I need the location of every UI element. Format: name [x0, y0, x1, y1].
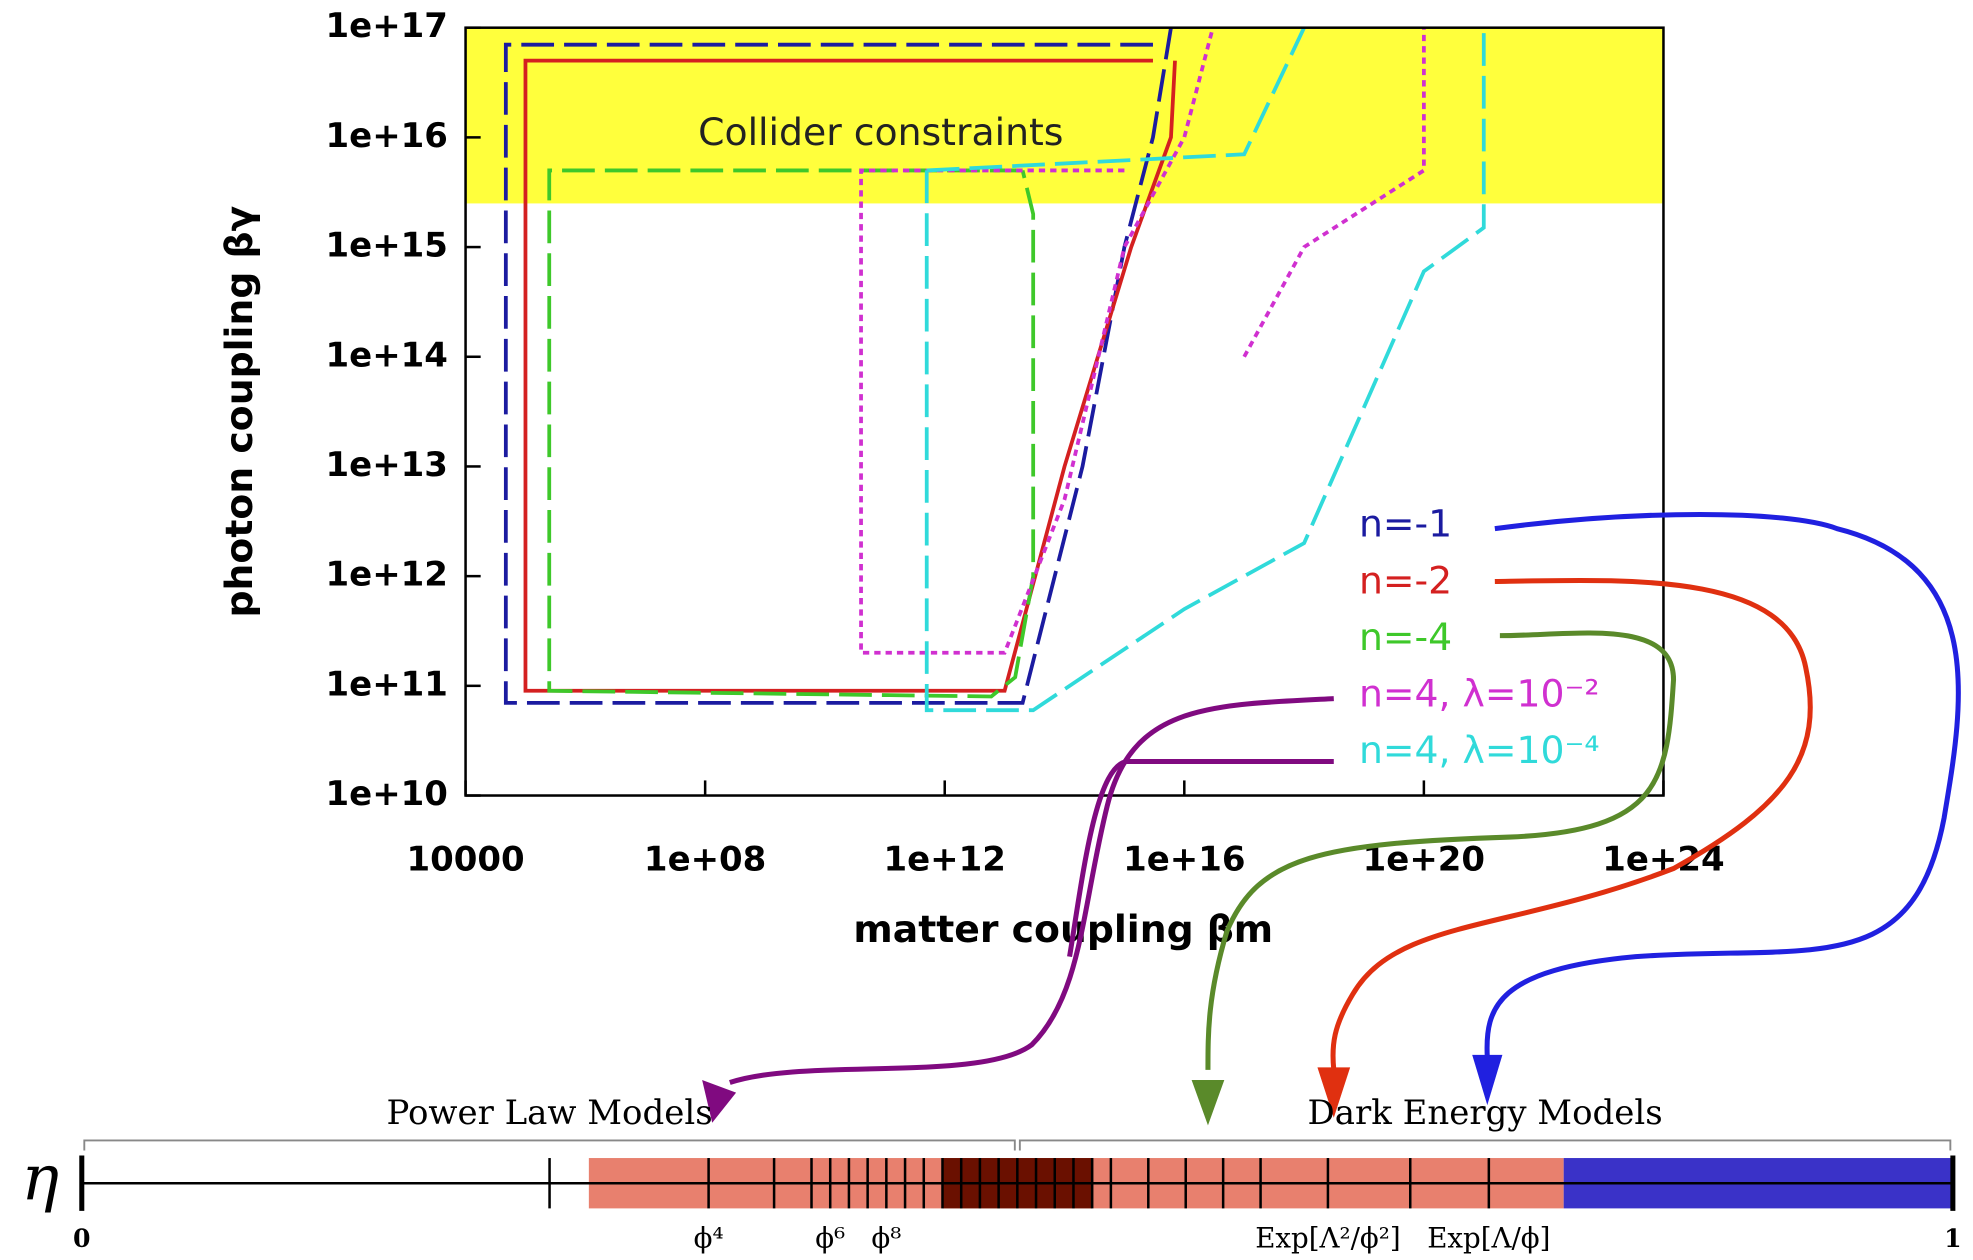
legend-label: n=4, λ=10⁻²: [1359, 672, 1600, 716]
y-tick-label: 1e+13: [326, 445, 448, 485]
x-tick-label: 10000: [406, 839, 524, 879]
arrow-head: [1472, 1054, 1503, 1106]
y-axis-label: photon coupling βγ: [217, 205, 261, 617]
eta-scale: Power Law Models Dark Energy Models ϕ⁴ ϕ⁶ ϕ⁸…: [21, 1093, 1961, 1254]
x-tick-label: 1e+08: [644, 839, 766, 879]
y-tick-label: 1e+14: [326, 335, 448, 375]
y-tick-label: 1e+10: [326, 774, 448, 814]
legend-label: n=-2: [1359, 558, 1452, 602]
eta-mark-label: Exp[Λ²/ϕ²]: [1255, 1221, 1400, 1254]
arrow: [1484, 512, 1961, 1058]
x-axis-label: matter coupling βm: [853, 907, 1273, 951]
series-line: [503, 27, 1173, 705]
series-line: [859, 27, 1426, 655]
eta-label: η: [21, 1142, 59, 1215]
eta-mark-label: ϕ⁸: [871, 1221, 901, 1254]
plot-area: Collider constraints n=-1 n=-2 n=-4 n=4, λ=1…: [217, 6, 1725, 951]
y-tick-label: 1e+11: [326, 664, 448, 704]
arrow-head: [702, 1080, 737, 1123]
series-line: [924, 26, 1486, 713]
y-tick-label: 1e+17: [326, 6, 448, 46]
eta-mark-label: ϕ⁴: [694, 1221, 724, 1254]
region-label: Collider constraints: [698, 110, 1063, 154]
x-tick-label: 1e+12: [884, 839, 1006, 879]
arrow: [729, 696, 1334, 1085]
eta-mark-label: Exp[Λ/ϕ]: [1427, 1221, 1550, 1254]
arrow-head: [1317, 1067, 1351, 1118]
arrow: [1067, 759, 1334, 958]
y-tick-label: 1e+16: [326, 116, 448, 156]
y-tick-label: 1e+12: [326, 555, 448, 595]
arrow-head: [1191, 1080, 1225, 1126]
arrow: [1205, 630, 1677, 1070]
group-label: Power Law Models: [386, 1093, 712, 1133]
arrows: [702, 512, 1961, 1126]
group-label: Dark Energy Models: [1308, 1093, 1663, 1133]
series-line: [547, 168, 1036, 699]
legend-label: n=-1: [1359, 502, 1452, 546]
legend-label: n=4, λ=10⁻⁴: [1359, 728, 1600, 772]
eta-mark-label: ϕ⁶: [815, 1221, 845, 1254]
x-tick-label: 1e+16: [1123, 839, 1245, 879]
eta-end-label: 1: [1944, 1223, 1962, 1253]
plot-frame: [464, 26, 1665, 797]
group-bracket: [1018, 1139, 1952, 1151]
arrow: [1330, 577, 1813, 1071]
constraint-region: [465, 27, 1664, 204]
group-bracket: [83, 1139, 1016, 1151]
legend-label: n=-4: [1359, 615, 1452, 659]
y-tick-label: 1e+15: [326, 226, 448, 266]
eta-end-label: 0: [73, 1223, 91, 1253]
